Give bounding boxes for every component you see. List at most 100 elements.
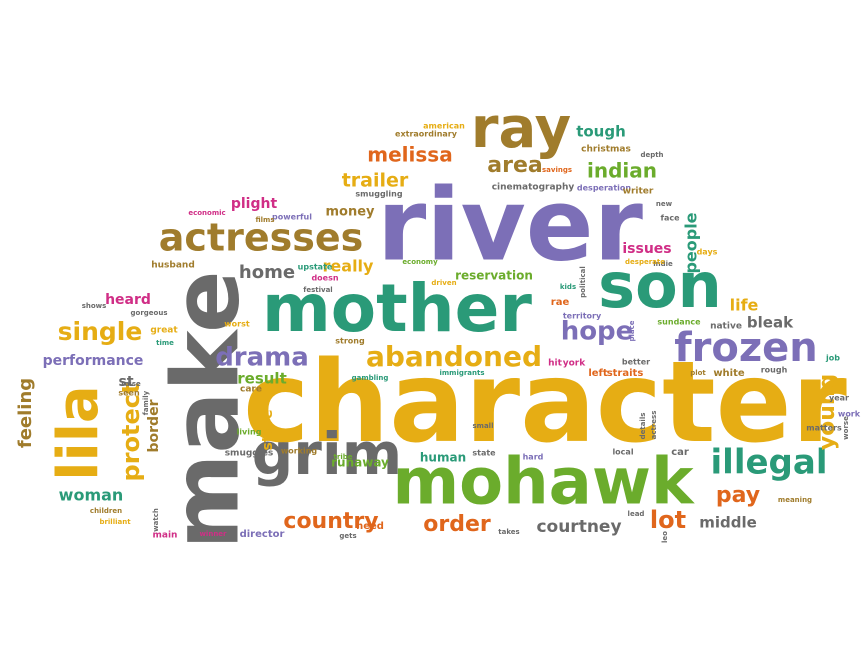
- word-rae: rae: [551, 297, 570, 308]
- word-lila: lila: [46, 385, 111, 480]
- word-need: need: [356, 521, 384, 532]
- word-worst: worst: [224, 320, 250, 329]
- word-character: character: [243, 338, 847, 468]
- word-plight: plight: [231, 196, 278, 212]
- word-local: local: [612, 448, 633, 457]
- word-hope: hope: [561, 317, 634, 347]
- word-lot: lot: [650, 506, 686, 534]
- word-straits: straits: [607, 368, 644, 379]
- word-plot: plot: [690, 369, 706, 377]
- word-single: single: [58, 317, 143, 346]
- word-worse: worse: [842, 416, 850, 440]
- word-car: car: [671, 447, 689, 458]
- word-really: really: [323, 257, 375, 276]
- word-smuggling: smuggling: [355, 190, 402, 199]
- word-writer: writer: [623, 187, 654, 197]
- word-human: human: [420, 451, 466, 465]
- word-savings: savings: [542, 166, 572, 174]
- word-winner: winner: [199, 530, 227, 538]
- word-sundance: sundance: [657, 318, 701, 327]
- word-small: small: [473, 422, 494, 430]
- word-details: details: [639, 413, 647, 440]
- word-year: year: [829, 394, 849, 403]
- word-river: river: [377, 166, 644, 283]
- word-illegal: illegal: [711, 443, 828, 483]
- word-job: job: [825, 354, 840, 363]
- word-feeling: feeling: [15, 378, 36, 448]
- word-trailer: trailer: [342, 170, 409, 192]
- word-takes: takes: [498, 528, 519, 536]
- word-economy: economy: [402, 258, 438, 266]
- word-days: days: [697, 248, 718, 257]
- word-grim: grim: [252, 420, 402, 488]
- word-driven: driven: [431, 279, 456, 287]
- word-pay: pay: [716, 483, 760, 508]
- word-american: american: [423, 122, 465, 131]
- word-watch: watch: [152, 508, 160, 532]
- word-family: family: [142, 390, 150, 415]
- word-store: store: [260, 409, 276, 450]
- word-courtney: courtney: [536, 517, 621, 537]
- word-indian: indian: [587, 159, 657, 183]
- word-york: york: [563, 359, 586, 369]
- word-new: new: [656, 200, 673, 208]
- word-performance: performance: [43, 353, 144, 369]
- word-gorgeous: gorgeous: [131, 309, 168, 317]
- word-area: area: [487, 153, 542, 178]
- word-issues: issues: [622, 241, 671, 257]
- word-brilliant: brilliant: [99, 518, 131, 526]
- word-working: working: [281, 447, 318, 456]
- word-result: result: [237, 370, 287, 388]
- word-tough: tough: [576, 123, 626, 141]
- word-runaway: runaway: [331, 456, 389, 470]
- word-hit: hit: [548, 359, 562, 369]
- word-young: young: [815, 374, 840, 451]
- word-white: white: [713, 368, 745, 379]
- word-tribe: tribe: [334, 453, 353, 461]
- word-political: political: [579, 266, 587, 298]
- word-life: life: [730, 296, 759, 315]
- word-st: st: [118, 374, 133, 390]
- word-main: main: [153, 531, 178, 541]
- word-smuggles: smuggles: [225, 449, 274, 459]
- word-shows: shows: [82, 302, 107, 310]
- word-gets: gets: [339, 532, 356, 540]
- word-actresses: actresses: [159, 216, 363, 260]
- word-place: place: [628, 320, 636, 341]
- word-economic: economic: [188, 209, 225, 217]
- word-desperate: desperate: [625, 258, 665, 266]
- word-border: border: [146, 399, 162, 452]
- word-order: order: [423, 512, 491, 537]
- word-melissa: melissa: [367, 143, 452, 167]
- word-care: care: [240, 385, 262, 395]
- word-middle: middle: [699, 514, 757, 532]
- word-desperation: desperation: [577, 184, 631, 193]
- word-mother: mother: [262, 270, 532, 347]
- word-husband: husband: [151, 261, 195, 271]
- word-depth: depth: [640, 151, 663, 159]
- word-meaning: meaning: [778, 496, 812, 504]
- word-money: money: [325, 205, 375, 220]
- word-people: people: [682, 212, 701, 273]
- word-ray: ray: [471, 96, 571, 161]
- word-powerful: powerful: [272, 213, 312, 222]
- word-work: work: [838, 410, 861, 419]
- word-living: living: [237, 428, 262, 437]
- word-great: great: [150, 326, 178, 336]
- word-native: native: [710, 322, 742, 332]
- word-face: face: [660, 214, 680, 223]
- word-strong: strong: [335, 337, 365, 346]
- word-rough: rough: [761, 366, 788, 375]
- word-christmas: christmas: [581, 145, 631, 155]
- word-children: children: [90, 507, 122, 515]
- word-protect: protect: [117, 383, 145, 482]
- word-time: time: [156, 339, 174, 347]
- word-mohawk: mohawk: [392, 446, 695, 520]
- word-territory: territory: [563, 312, 602, 321]
- word-gambling: gambling: [352, 374, 389, 382]
- word-left: left: [588, 368, 608, 379]
- word-immigrants: immigrants: [439, 369, 484, 377]
- word-leo: leo: [661, 531, 669, 543]
- word-films: films: [255, 216, 274, 224]
